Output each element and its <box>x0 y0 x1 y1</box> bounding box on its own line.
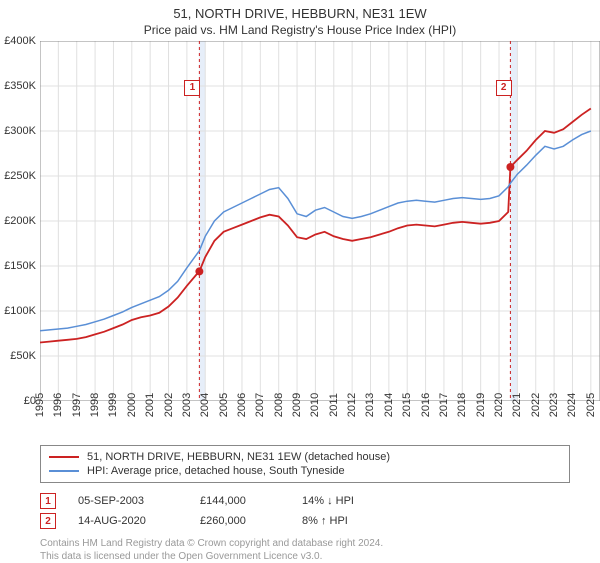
x-tick-label: 2000 <box>126 393 138 417</box>
x-tick-label: 2002 <box>163 393 175 417</box>
footer-line-1: Contains HM Land Registry data © Crown c… <box>40 537 570 550</box>
x-tick-label: 2025 <box>585 393 597 417</box>
y-tick-label: £400K <box>4 35 36 47</box>
sale-marker-1: 1 <box>184 80 200 96</box>
x-tick-label: 2019 <box>475 393 487 417</box>
y-tick-label: £100K <box>4 305 36 317</box>
legend-label: HPI: Average price, detached house, Sout… <box>87 465 345 477</box>
sale-diff: 14% ↓ HPI <box>302 495 382 507</box>
legend: 51, NORTH DRIVE, HEBBURN, NE31 1EW (deta… <box>40 445 570 483</box>
x-tick-label: 2021 <box>511 393 523 417</box>
footer-attribution: Contains HM Land Registry data © Crown c… <box>40 537 570 563</box>
sale-price: £260,000 <box>200 515 280 527</box>
legend-item: 51, NORTH DRIVE, HEBBURN, NE31 1EW (deta… <box>49 450 561 464</box>
x-tick-label: 2024 <box>566 393 578 417</box>
chart-container: 51, NORTH DRIVE, HEBBURN, NE31 1EW Price… <box>0 0 600 560</box>
chart-area: £0£50K£100K£150K£200K£250K£300K£350K£400… <box>40 41 600 401</box>
x-tick-label: 1996 <box>52 393 64 417</box>
sale-row-marker: 2 <box>40 513 56 529</box>
sale-date: 14-AUG-2020 <box>78 515 178 527</box>
legend-label: 51, NORTH DRIVE, HEBBURN, NE31 1EW (deta… <box>87 451 390 463</box>
x-tick-label: 2016 <box>420 393 432 417</box>
x-tick-label: 1995 <box>34 393 46 417</box>
x-tick-label: 2020 <box>493 393 505 417</box>
y-tick-label: £200K <box>4 215 36 227</box>
sale-row-marker: 1 <box>40 493 56 509</box>
x-tick-label: 2003 <box>181 393 193 417</box>
plot-svg <box>40 41 600 401</box>
x-tick-label: 2011 <box>328 393 340 417</box>
x-axis: 1995199619971998199920002001200220032004… <box>40 401 600 435</box>
y-tick-label: £300K <box>4 125 36 137</box>
sale-marker-2: 2 <box>496 80 512 96</box>
y-tick-label: £50K <box>10 350 36 362</box>
x-tick-label: 2013 <box>364 393 376 417</box>
x-tick-label: 1997 <box>71 393 83 417</box>
sales-table: 1 05-SEP-2003 £144,000 14% ↓ HPI 2 14-AUG-202… <box>40 491 570 531</box>
x-tick-label: 2017 <box>438 393 450 417</box>
sale-diff: 8% ↑ HPI <box>302 515 382 527</box>
chart-title: 51, NORTH DRIVE, HEBBURN, NE31 1EW <box>0 0 600 21</box>
y-tick-label: £350K <box>4 80 36 92</box>
x-tick-label: 2008 <box>273 393 285 417</box>
x-tick-label: 2001 <box>144 393 156 417</box>
x-tick-label: 2004 <box>199 393 211 417</box>
x-tick-label: 1999 <box>107 393 119 417</box>
legend-item: HPI: Average price, detached house, Sout… <box>49 464 561 478</box>
x-tick-label: 2018 <box>456 393 468 417</box>
y-tick-label: £250K <box>4 170 36 182</box>
legend-swatch <box>49 470 79 472</box>
footer-line-2: This data is licensed under the Open Gov… <box>40 550 570 563</box>
x-tick-label: 2023 <box>548 393 560 417</box>
x-tick-label: 2014 <box>383 393 395 417</box>
x-tick-label: 2005 <box>218 393 230 417</box>
legend-swatch <box>49 456 79 458</box>
sale-row: 2 14-AUG-2020 £260,000 8% ↑ HPI <box>40 511 570 531</box>
x-tick-label: 2012 <box>346 393 358 417</box>
x-tick-label: 1998 <box>89 393 101 417</box>
y-tick-label: £150K <box>4 260 36 272</box>
x-tick-label: 2022 <box>530 393 542 417</box>
x-tick-label: 2009 <box>291 393 303 417</box>
sale-price: £144,000 <box>200 495 280 507</box>
chart-subtitle: Price paid vs. HM Land Registry's House … <box>0 21 600 41</box>
x-tick-label: 2010 <box>309 393 321 417</box>
sale-row: 1 05-SEP-2003 £144,000 14% ↓ HPI <box>40 491 570 511</box>
x-tick-label: 2007 <box>254 393 266 417</box>
y-axis: £0£50K£100K£150K£200K£250K£300K£350K£400… <box>0 41 40 401</box>
x-tick-label: 2015 <box>401 393 413 417</box>
sale-date: 05-SEP-2003 <box>78 495 178 507</box>
x-tick-label: 2006 <box>236 393 248 417</box>
